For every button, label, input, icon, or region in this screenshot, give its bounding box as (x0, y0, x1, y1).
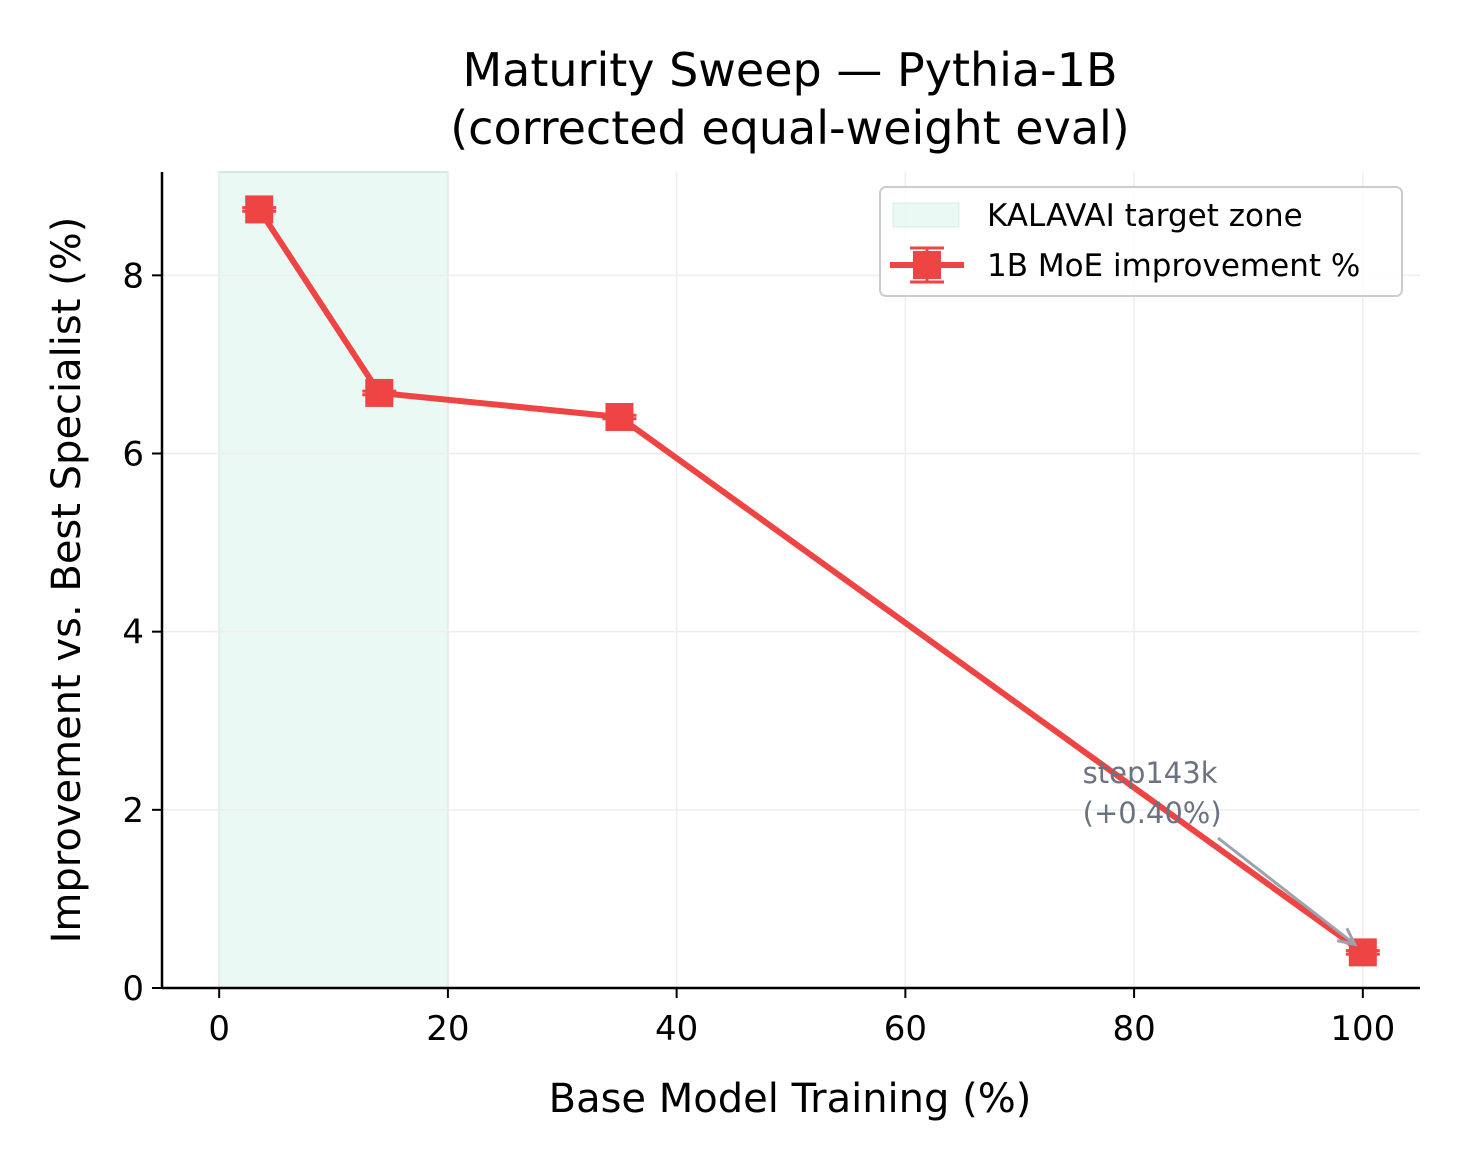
annotation-arrow (1217, 836, 1356, 946)
x-tick-label: 80 (1112, 1009, 1155, 1049)
x-tick-label: 40 (655, 1009, 698, 1049)
y-tick-label: 4 (122, 613, 144, 653)
legend-label-series: 1B MoE improvement % (987, 248, 1360, 284)
x-tick-label: 100 (1330, 1009, 1395, 1049)
annotation-text: step143k (1083, 756, 1218, 790)
legend-label-target-zone: KALAVAI target zone (987, 198, 1303, 234)
x-tick-label: 0 (208, 1009, 230, 1049)
data-point-marker (365, 378, 394, 407)
chart-subtitle: (corrected equal-weight eval) (450, 101, 1130, 155)
plot-area: 0 20 40 60 80 100 0 2 4 6 8 step143k (+0.40%) (122, 171, 1420, 1049)
target-zone-region (218, 171, 449, 989)
y-tick-label: 2 (122, 791, 144, 831)
series-line (256, 207, 1365, 955)
y-tick-label: 6 (122, 435, 144, 475)
data-point-marker (605, 402, 634, 431)
y-tick-label: 8 (122, 256, 144, 296)
y-axis-label: Improvement vs. Best Specialist (%) (44, 217, 90, 944)
data-point-marker (245, 195, 274, 224)
chart-title: Maturity Sweep — Pythia-1B (462, 43, 1117, 97)
x-axis-label: Base Model Training (%) (549, 1076, 1032, 1122)
legend-marker-series (913, 251, 941, 279)
annotation-arrowhead (1336, 927, 1358, 947)
x-tick-label: 20 (426, 1009, 469, 1049)
annotation-text: (+0.40%) (1083, 796, 1222, 830)
legend: KALAVAI target zone 1B MoE improvement % (879, 186, 1403, 297)
y-tick-label: 0 (122, 969, 144, 1009)
legend-swatch-target-zone (892, 202, 960, 228)
x-tick-label: 60 (884, 1009, 927, 1049)
